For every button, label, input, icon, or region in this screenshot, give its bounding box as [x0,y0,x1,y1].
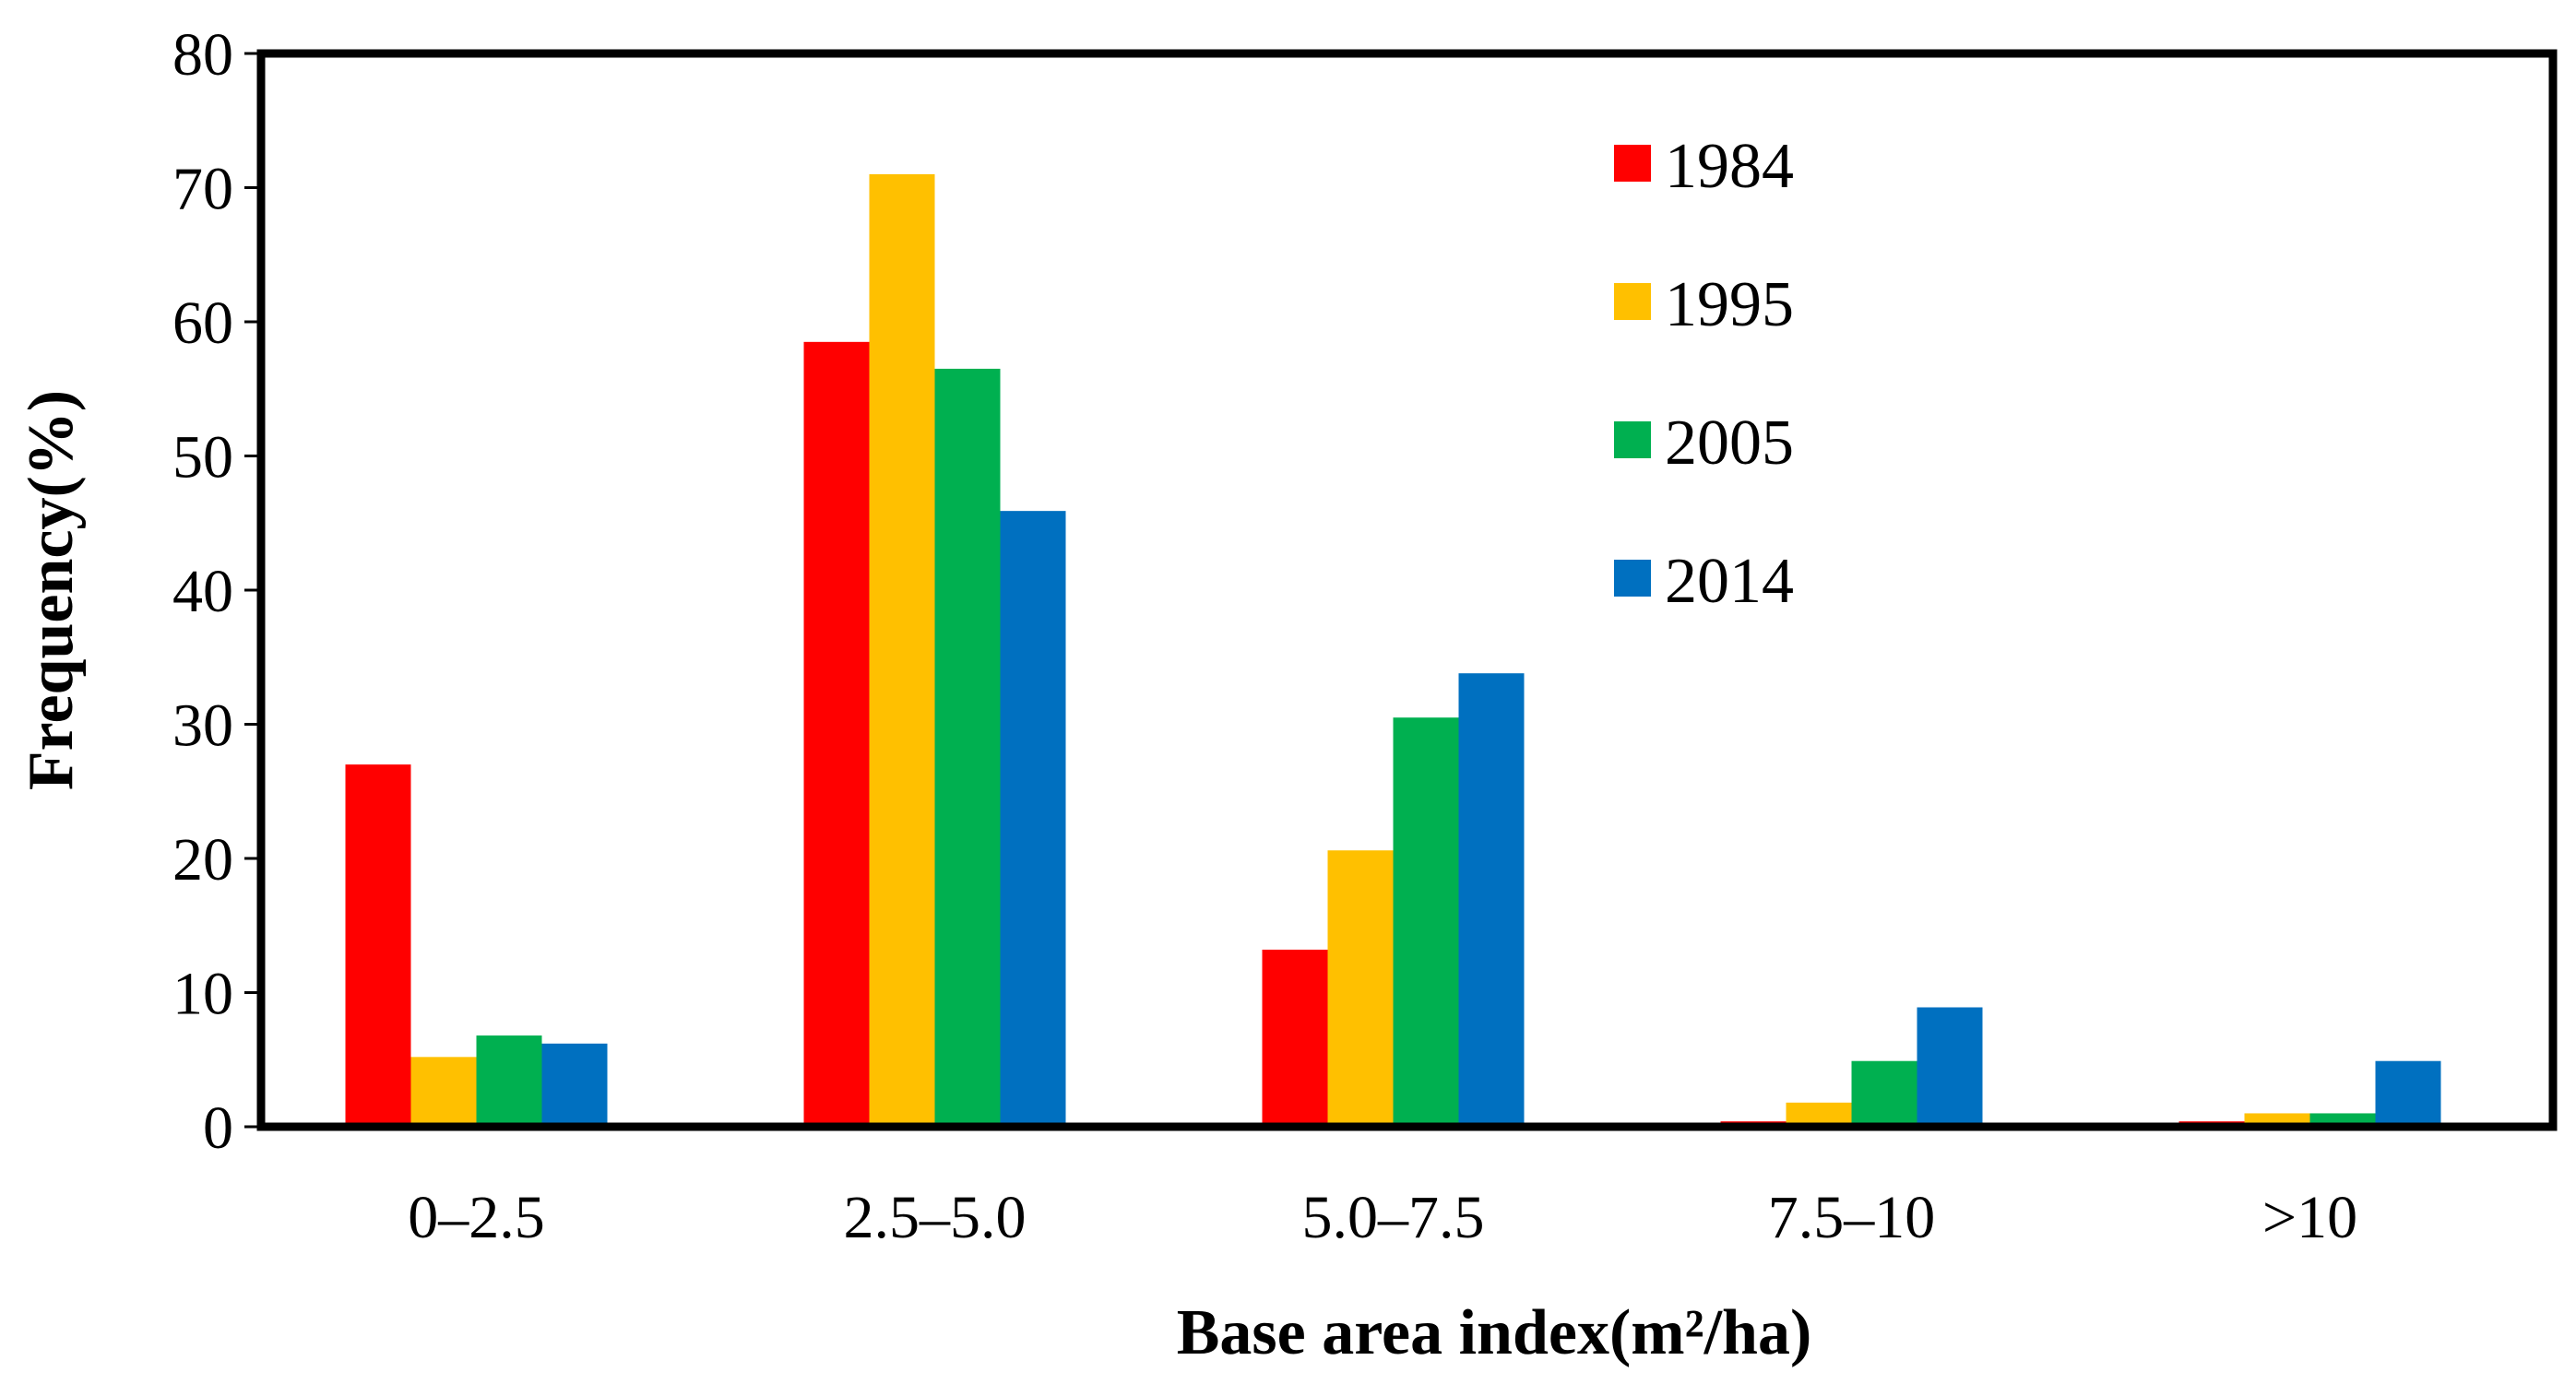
x-tick-label: 7.5–10 [1768,1184,1936,1251]
bar-2005-0 [476,1035,542,1127]
bar-2005-3 [1851,1060,1917,1127]
y-tick-label: 10 [172,961,233,1028]
bar-2014-2 [1458,673,1525,1127]
legend-swatch-2014 [1614,560,1651,597]
y-tick-label: 60 [172,290,233,357]
y-tick-label: 30 [172,692,233,760]
bars-layer [345,173,2441,1128]
legend: 1984 1995 2005 2014 [1614,131,1794,617]
bar-1984-1 [803,341,870,1127]
x-axis-title: Base area index(m²/ha) [1177,1297,1812,1368]
bar-2014-0 [541,1043,608,1127]
x-tick-label: 0–2.5 [408,1184,545,1251]
legend-label-2005: 2005 [1665,408,1794,479]
bar-2005-1 [934,368,1001,1127]
y-tick-label: 80 [172,21,233,89]
legend-swatch-1995 [1614,283,1651,320]
bar-1984-2 [1262,949,1328,1127]
bar-2014-4 [2375,1060,2441,1127]
y-tick-label: 40 [172,558,233,625]
bar-1995-2 [1327,850,1394,1127]
y-axis-title: Frequency(%) [16,390,87,790]
legend-swatch-1984 [1614,145,1651,182]
legend-swatch-2005 [1614,421,1651,458]
bar-2014-3 [1917,1007,1983,1127]
bar-1995-1 [869,173,935,1128]
bar-1984-0 [345,764,411,1127]
bar-2014-1 [1000,511,1066,1127]
x-tick-label: 2.5–5.0 [844,1184,1027,1251]
bar-1995-0 [410,1057,477,1127]
y-tick-label: 50 [172,424,233,491]
y-tick-label: 20 [172,826,233,893]
x-axis: 0–2.5 2.5–5.0 5.0–7.5 7.5–10 >10 [408,1184,2357,1251]
x-tick-label: 5.0–7.5 [1302,1184,1485,1251]
legend-label-1984: 1984 [1665,131,1794,202]
x-tick-label: >10 [2262,1184,2357,1251]
y-axis: 0 10 20 30 40 50 60 70 80 [172,21,263,1162]
legend-label-1995: 1995 [1665,269,1794,340]
bar-2005-2 [1393,717,1459,1127]
legend-label-2014: 2014 [1665,546,1794,617]
y-tick-label: 0 [203,1094,233,1162]
y-tick-label: 70 [172,156,233,223]
